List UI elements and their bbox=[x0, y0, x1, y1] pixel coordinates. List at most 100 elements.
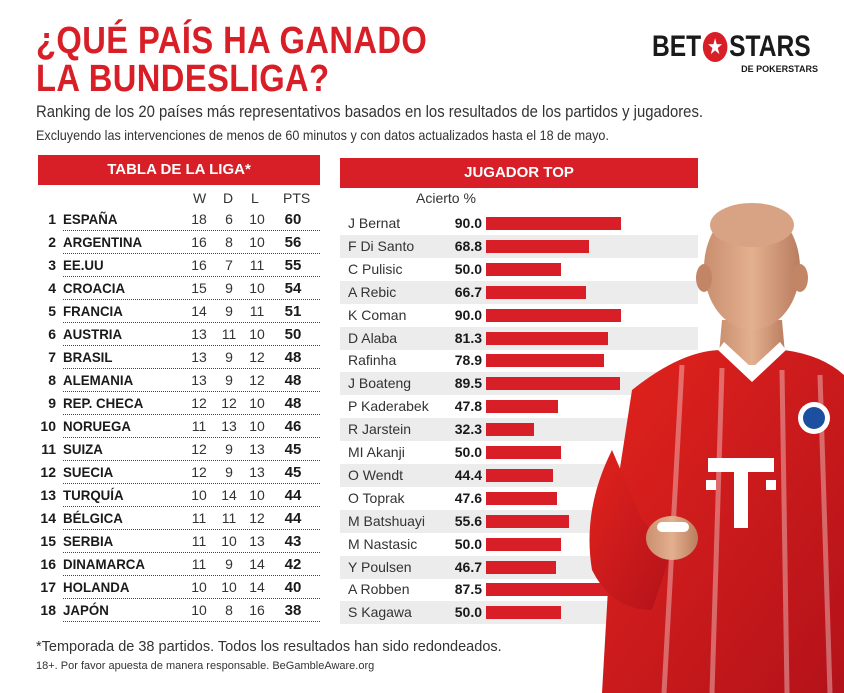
points: 48 bbox=[284, 372, 302, 389]
player-name: J Boateng bbox=[348, 375, 412, 392]
draws: 9 bbox=[225, 464, 233, 480]
player-row: A Robben 87.5 bbox=[340, 578, 698, 601]
player-name: P Kaderabek bbox=[348, 398, 429, 415]
losses: 11 bbox=[249, 303, 265, 319]
player-name: O Toprak bbox=[348, 489, 405, 506]
player-name: A Robben bbox=[348, 581, 410, 598]
losses: 10 bbox=[249, 418, 265, 434]
row-divider bbox=[63, 391, 320, 392]
player-row: D Alaba 81.3 bbox=[340, 326, 698, 350]
acierto-bar bbox=[486, 400, 558, 414]
losses: 13 bbox=[249, 533, 265, 549]
row-divider bbox=[63, 230, 320, 231]
row-divider bbox=[63, 552, 320, 553]
draws: 9 bbox=[225, 349, 233, 365]
player-name: Y Poulsen bbox=[348, 558, 412, 575]
rank: 5 bbox=[48, 303, 56, 319]
player-row: Rafinha 78.9 bbox=[340, 349, 698, 372]
betstars-logo: BET ★ STARS DE POKERSTARS bbox=[652, 32, 832, 82]
league-row: 17 HOLANDA 10 10 14 40 bbox=[38, 576, 320, 599]
draws: 9 bbox=[225, 372, 233, 388]
losses: 11 bbox=[249, 257, 265, 273]
points: 44 bbox=[284, 510, 302, 527]
acierto-bar bbox=[486, 446, 561, 459]
acierto-value: 66.7 bbox=[454, 283, 482, 300]
player-name: Rafinha bbox=[348, 352, 397, 369]
wins: 16 bbox=[191, 234, 207, 250]
player-name: A Rebic bbox=[348, 283, 397, 300]
player-name: M Batshuayi bbox=[348, 512, 426, 529]
player-row: J Bernat 90.0 bbox=[340, 212, 698, 235]
player-row: J Boateng 89.5 bbox=[340, 372, 698, 396]
acierto-bar bbox=[486, 537, 561, 551]
points: 50 bbox=[284, 326, 302, 343]
player-name: F Di Santo bbox=[348, 237, 415, 254]
league-row: 14 BÉLGICA 11 11 12 44 bbox=[38, 507, 320, 530]
acierto-value: 55.6 bbox=[454, 512, 482, 529]
acierto-bar bbox=[486, 331, 608, 345]
acierto-value: 81.3 bbox=[454, 329, 482, 346]
row-divider bbox=[63, 598, 320, 599]
rank: 14 bbox=[40, 510, 56, 526]
wins: 13 bbox=[191, 372, 207, 388]
draws: 13 bbox=[221, 418, 237, 434]
responsible-gambling-note: 18+. Por favor apuesta de manera respons… bbox=[36, 660, 375, 672]
league-row: 10 NORUEGA 11 13 10 46 bbox=[38, 415, 320, 438]
acierto-value: 89.5 bbox=[454, 375, 482, 392]
league-row: 18 JAPÓN 10 8 16 38 bbox=[38, 599, 320, 622]
losses: 13 bbox=[249, 464, 265, 480]
league-row: 4 CROACIA 15 9 10 54 bbox=[38, 277, 320, 300]
player-name: J Bernat bbox=[348, 215, 401, 231]
draws: 7 bbox=[225, 257, 233, 273]
player-name: MI Akanji bbox=[348, 444, 405, 460]
points: 44 bbox=[284, 487, 302, 504]
country-name: ESPAÑA bbox=[63, 211, 118, 227]
acierto-bar bbox=[486, 468, 553, 482]
losses: 16 bbox=[249, 602, 265, 618]
acierto-bar bbox=[486, 308, 621, 322]
wins: 11 bbox=[191, 533, 207, 549]
points: 40 bbox=[284, 579, 302, 596]
column-header-w: W bbox=[193, 190, 207, 206]
draws: 6 bbox=[225, 211, 233, 227]
acierto-bar bbox=[486, 354, 605, 368]
league-row: 5 FRANCIA 14 9 11 51 bbox=[38, 300, 320, 323]
points: 43 bbox=[284, 533, 302, 550]
wins: 11 bbox=[191, 418, 207, 434]
wins: 15 bbox=[191, 280, 207, 296]
points: 38 bbox=[284, 602, 302, 619]
acierto-bar bbox=[486, 285, 587, 299]
page-title: ¿QUÉ PAÍS HA GANADO LA BUNDESLIGA? bbox=[36, 22, 427, 98]
points: 60 bbox=[284, 211, 302, 228]
points: 56 bbox=[284, 234, 302, 251]
player-photo bbox=[589, 203, 844, 693]
star-icon: ★ bbox=[702, 32, 728, 62]
row-divider bbox=[63, 621, 320, 622]
acierto-value: 78.9 bbox=[454, 352, 482, 369]
row-divider bbox=[63, 437, 320, 438]
rank: 9 bbox=[48, 395, 56, 411]
country-name: REP. CHECA bbox=[63, 395, 144, 411]
rank: 3 bbox=[48, 257, 56, 273]
country-name: SERBIA bbox=[63, 533, 114, 549]
row-divider bbox=[63, 345, 320, 346]
losses: 12 bbox=[249, 372, 265, 388]
acierto-value: 50.0 bbox=[454, 444, 482, 460]
acierto-value: 46.7 bbox=[454, 558, 482, 575]
rank: 13 bbox=[40, 487, 56, 503]
draws: 14 bbox=[221, 487, 237, 503]
league-row: 1 ESPAÑA 18 6 10 60 bbox=[38, 208, 320, 231]
league-row: 3 EE.UU 16 7 11 55 bbox=[38, 254, 320, 277]
rank: 4 bbox=[48, 280, 56, 296]
player-name: O Wendt bbox=[348, 466, 403, 483]
acierto-bar bbox=[486, 606, 561, 620]
column-header-d: D bbox=[223, 190, 234, 206]
wins: 11 bbox=[191, 510, 207, 526]
country-name: ALEMANIA bbox=[63, 372, 134, 388]
country-name: SUECIA bbox=[63, 464, 114, 480]
wins: 10 bbox=[191, 579, 207, 595]
rank: 6 bbox=[48, 326, 56, 342]
wins: 10 bbox=[191, 602, 207, 618]
wins: 13 bbox=[191, 326, 207, 342]
league-row: 13 TURQUÍA 10 14 10 44 bbox=[38, 484, 320, 507]
